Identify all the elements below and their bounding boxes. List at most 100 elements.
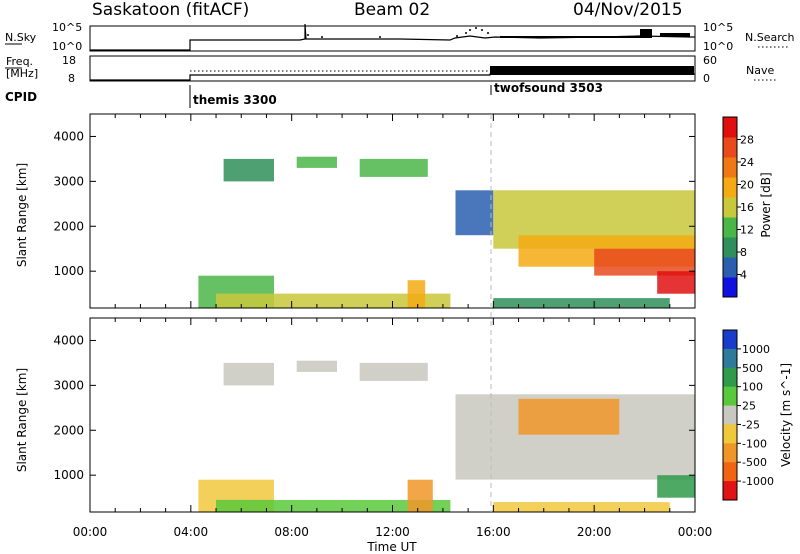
cpid-mode-1: themis 3300 [193,93,277,107]
power-colorbar-block [723,257,737,278]
power-colorbar-tick-label: 12 [740,224,754,237]
power-colorbar-tick-label: 20 [740,179,754,192]
velocity-echo-region [216,499,451,512]
velocity-frame [89,317,696,513]
nave-label: Nave [746,64,774,77]
nsearch-label: N.Search [745,31,795,44]
power-ytick-label: 1000 [53,264,84,278]
power-echo-region [407,280,426,308]
nsearch-tick-bottom: 10^0 [703,40,733,53]
velocity-echo-region [518,398,620,435]
velocity-colorbar-block [723,405,737,425]
power-ytick-label: 3000 [53,174,84,188]
velocity-colorbar-block [723,330,737,350]
cpid-mode-2: twofsound 3503 [494,81,603,95]
power-y-ticks: 1000 2000 3000 4000 [53,129,695,278]
time-tick-label: 12:00 [375,525,410,539]
power-ytick-label: 4000 [53,129,84,143]
power-echo-region [594,248,695,276]
power-colorbar-tick-label: 8 [740,246,747,259]
velocity-colorbar-blocks [723,330,737,501]
power-colorbar-tick-label: 16 [740,201,754,214]
velocity-y-ticks: 1000 2000 3000 4000 [53,333,695,482]
velocity-echo-region [359,362,428,381]
power-ytick-label: 2000 [53,219,84,233]
nsearch-scatter [307,27,690,38]
time-tick-label: 00:00 [73,525,108,539]
beam-title: Beam 02 [354,0,430,20]
power-frame [89,113,696,309]
time-tick-label: 00:00 [678,525,713,539]
power-colorbar-tick-label: 24 [740,156,754,169]
velocity-colorbar-tick-label: -1000 [742,475,774,488]
velocity-ytick-label: 3000 [53,378,84,392]
velocity-colorbar-tick-label: 1000 [742,343,770,356]
velocity-colorbar-block [723,481,737,501]
velocity-colorbar-tick-label: -500 [742,456,767,469]
velocity-echo-region [296,360,337,372]
velocity-colorbar: 1000 500 100 25 -25 -100 -500 -1000 Velocity [m… [722,329,793,501]
power-echo-region [657,271,695,294]
velocity-ytick-label: 1000 [53,468,84,482]
power-echo-region [455,190,494,236]
power-echo-region [296,156,337,168]
velocity-colorbar-tick-label: 100 [742,381,763,394]
velocity-echo-region [657,475,695,498]
power-echo-region [493,298,670,308]
nave-tick-top: 60 [703,54,717,67]
velocity-colorbar-tick-label: -100 [742,437,767,450]
velocity-colorbar-block [723,386,737,407]
power-heatmap [198,156,695,308]
velocity-heatmap [198,360,695,512]
velocity-colorbar-tick-label: 25 [742,400,756,413]
time-axis-label: Time UT [366,540,417,554]
freq-label: Freq. [6,55,33,68]
power-colorbar-block [723,177,737,198]
date-title: 04/Nov/2015 [573,0,683,20]
power-colorbar-ticks: 4 8 12 16 20 24 28 [737,134,754,282]
time-tick-label: 08:00 [274,525,309,539]
velocity-ylabel: Slant Range [km] [15,368,29,472]
nsearch-tick-top: 10^5 [703,21,733,34]
cpid-label: CPID [5,90,37,104]
velocity-colorbar-frame [722,329,738,501]
velocity-ytick-label: 2000 [53,423,84,437]
nsky-tick-top: 10^5 [52,21,82,34]
velocity-colorbar-block [723,462,737,482]
power-colorbar-block [723,237,737,258]
freq-tick-bottom: 8 [68,72,75,85]
nave-tick-bottom: 0 [703,72,710,85]
velocity-colorbar-block [723,348,737,369]
power-panel: Slant Range [km] 1000 2000 3000 4000 [15,113,696,309]
power-colorbar: 4 8 12 16 20 24 28 Power [dB] [722,116,773,298]
time-tick-labels: 00:00 04:00 08:00 12:00 16:00 20:00 00:00 [73,525,713,539]
power-colorbar-block [723,117,737,138]
power-colorbar-blocks [723,117,737,298]
power-ylabel: Slant Range [km] [15,163,29,267]
power-echo-region [359,158,428,177]
velocity-echo-region [493,502,670,512]
velocity-colorbar-block [723,443,737,463]
velocity-echo-region [223,362,274,386]
nsky-tick-bottom: 10^0 [52,40,82,53]
velocity-echo-region [407,479,433,512]
velocity-colorbar-tick-label: -25 [742,418,760,431]
freq-panel: Freq. [MHz] 18 8 60 0 Nave [5,54,778,85]
power-colorbar-block [723,197,737,218]
velocity-colorbar-tick-label: 500 [742,362,763,375]
time-tick-label: 04:00 [174,525,209,539]
cpid-row: CPID themis 3300 twofsound 3503 [5,81,603,108]
power-colorbar-block [723,137,737,158]
nave-dense-block [490,66,694,75]
freq-tick-top: 18 [62,54,76,67]
velocity-ytick-label: 4000 [53,333,84,347]
velocity-panel: Slant Range [km] 1000 2000 3000 4000 [15,317,696,513]
velocity-colorbar-block [723,367,737,388]
velocity-colorbar-label: Velocity [m s^-1] [779,363,793,467]
power-colorbar-tick-label: 28 [740,134,754,147]
power-echo-region [223,158,274,182]
time-tick-label: 20:00 [577,525,612,539]
freq-unit-label: [MHz] [6,67,38,80]
power-echo-region [216,293,451,308]
